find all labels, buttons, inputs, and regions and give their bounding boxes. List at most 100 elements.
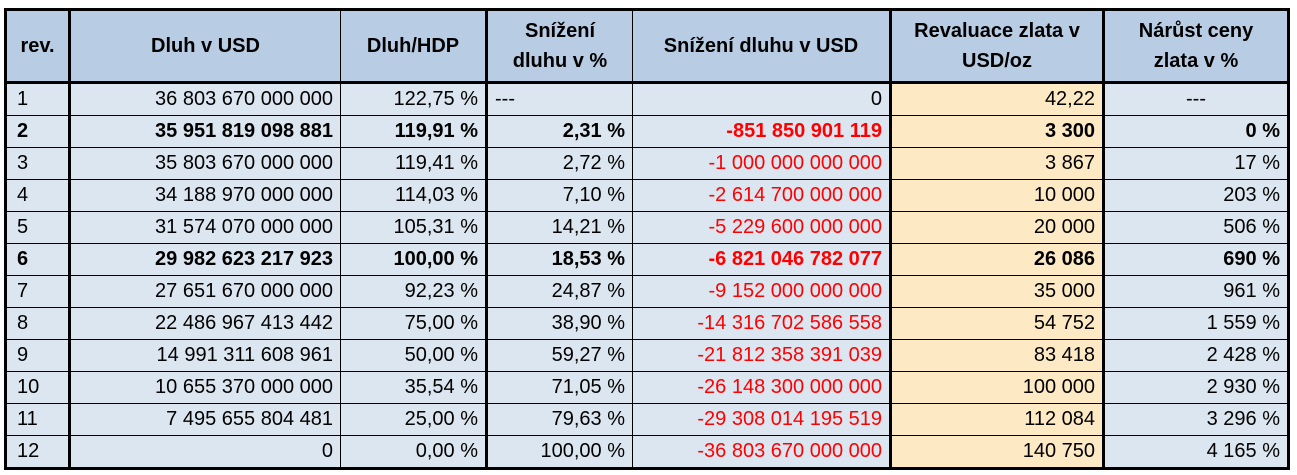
- cell-reduction-pct: 2,72 %: [486, 147, 633, 180]
- cell-debt: 22 486 967 413 442: [69, 307, 341, 340]
- cell-gold-growth: 961 %: [1103, 275, 1289, 308]
- cell-gold-reval: 112 084: [890, 403, 1105, 436]
- cell-ratio: 92,23 %: [340, 275, 488, 308]
- header-gold-reval: Revaluace zlata v USD/oz: [890, 9, 1105, 84]
- cell-rev: 3: [5, 147, 71, 180]
- header-row: rev. Dluh v USD Dluh/HDP Snížení dluhu v…: [5, 9, 1289, 84]
- cell-rev: 11: [5, 403, 71, 436]
- cell-debt: 29 982 623 217 923: [69, 243, 341, 276]
- cell-rev: 8: [5, 307, 71, 340]
- cell-reduction-pct: 2,31 %: [486, 115, 633, 148]
- cell-ratio: 25,00 %: [340, 403, 488, 436]
- table-row: 5 31 574 070 000 000 105,31 % 14,21 % -5 229…: [5, 211, 1289, 244]
- cell-gold-growth: 0 %: [1103, 115, 1289, 148]
- header-reduction-pct: Snížení dluhu v %: [486, 9, 633, 84]
- cell-ratio: 0,00 %: [340, 435, 488, 469]
- cell-gold-growth: 690 %: [1103, 243, 1289, 276]
- table-row: 2 35 951 819 098 881 119,91 % 2,31 % -851 85…: [5, 115, 1289, 148]
- cell-gold-reval: 3 300: [890, 115, 1105, 148]
- cell-reduction-usd: -1 000 000 000 000: [632, 147, 892, 180]
- cell-reduction-pct: 100,00 %: [486, 435, 633, 469]
- cell-gold-growth: 3 296 %: [1103, 403, 1289, 436]
- cell-gold-growth: 1 559 %: [1103, 307, 1289, 340]
- header-ratio: Dluh/HDP: [340, 9, 488, 84]
- cell-reduction-pct: 59,27 %: [486, 339, 633, 372]
- cell-reduction-pct: 79,63 %: [486, 403, 633, 436]
- cell-reduction-usd: -5 229 600 000 000: [632, 211, 892, 244]
- cell-rev: 5: [5, 211, 71, 244]
- cell-reduction-usd: -9 152 000 000 000: [632, 275, 892, 308]
- table-row: 3 35 803 670 000 000 119,41 % 2,72 % -1 000 …: [5, 147, 1289, 180]
- cell-rev: 4: [5, 179, 71, 212]
- cell-debt: 35 803 670 000 000: [69, 147, 341, 180]
- table-row: 1 36 803 670 000 000 122,75 % --- 0 42,22 ---: [5, 82, 1289, 116]
- cell-reduction-pct: 24,87 %: [486, 275, 633, 308]
- cell-rev: 1: [5, 82, 71, 116]
- cell-gold-growth: 2 428 %: [1103, 339, 1289, 372]
- cell-rev: 10: [5, 371, 71, 404]
- cell-gold-growth: ---: [1103, 82, 1289, 116]
- cell-rev: 2: [5, 115, 71, 148]
- cell-gold-reval: 20 000: [890, 211, 1105, 244]
- cell-debt: 36 803 670 000 000: [69, 82, 341, 116]
- cell-debt: 31 574 070 000 000: [69, 211, 341, 244]
- cell-rev: 12: [5, 435, 71, 469]
- cell-reduction-pct: 71,05 %: [486, 371, 633, 404]
- debt-reduction-table: rev. Dluh v USD Dluh/HDP Snížení dluhu v…: [4, 8, 1290, 470]
- cell-reduction-usd: -21 812 358 391 039: [632, 339, 892, 372]
- table-row: 12 0 0,00 % 100,00 % -36 803 670 000 000 140 …: [5, 435, 1289, 469]
- cell-reduction-usd: -6 821 046 782 077: [632, 243, 892, 276]
- table-row: 7 27 651 670 000 000 92,23 % 24,87 % -9 152 …: [5, 275, 1289, 308]
- cell-reduction-pct: 38,90 %: [486, 307, 633, 340]
- cell-gold-growth: 203 %: [1103, 179, 1289, 212]
- cell-debt: 7 495 655 804 481: [69, 403, 341, 436]
- cell-gold-reval: 83 418: [890, 339, 1105, 372]
- cell-reduction-usd: -29 308 014 195 519: [632, 403, 892, 436]
- header-gold-growth: Nárůst ceny zlata v %: [1103, 9, 1289, 84]
- cell-ratio: 50,00 %: [340, 339, 488, 372]
- table-row: 8 22 486 967 413 442 75,00 % 38,90 % -14 316…: [5, 307, 1289, 340]
- cell-debt: 14 991 311 608 961: [69, 339, 341, 372]
- cell-gold-reval: 35 000: [890, 275, 1105, 308]
- header-reduction-usd: Snížení dluhu v USD: [632, 9, 892, 84]
- table-row: 6 29 982 623 217 923 100,00 % 18,53 % -6 821…: [5, 243, 1289, 276]
- cell-gold-growth: 2 930 %: [1103, 371, 1289, 404]
- cell-gold-reval: 10 000: [890, 179, 1105, 212]
- cell-gold-growth: 506 %: [1103, 211, 1289, 244]
- cell-gold-reval: 54 752: [890, 307, 1105, 340]
- cell-ratio: 114,03 %: [340, 179, 488, 212]
- table-row: 11 7 495 655 804 481 25,00 % 79,63 % -29 308…: [5, 403, 1289, 436]
- cell-ratio: 119,91 %: [340, 115, 488, 148]
- cell-reduction-pct: 14,21 %: [486, 211, 633, 244]
- header-debt: Dluh v USD: [69, 9, 341, 84]
- cell-gold-reval: 100 000: [890, 371, 1105, 404]
- cell-rev: 6: [5, 243, 71, 276]
- cell-reduction-usd: 0: [632, 82, 892, 116]
- cell-rev: 9: [5, 339, 71, 372]
- cell-gold-reval: 26 086: [890, 243, 1105, 276]
- table-row: 4 34 188 970 000 000 114,03 % 7,10 % -2 614 …: [5, 179, 1289, 212]
- cell-ratio: 100,00 %: [340, 243, 488, 276]
- cell-gold-reval: 140 750: [890, 435, 1105, 469]
- cell-reduction-usd: -36 803 670 000 000: [632, 435, 892, 469]
- table-row: 10 10 655 370 000 000 35,54 % 71,05 % -26 14…: [5, 371, 1289, 404]
- cell-ratio: 105,31 %: [340, 211, 488, 244]
- cell-debt: 0: [69, 435, 341, 469]
- table-row: 9 14 991 311 608 961 50,00 % 59,27 % -21 812…: [5, 339, 1289, 372]
- cell-rev: 7: [5, 275, 71, 308]
- cell-ratio: 75,00 %: [340, 307, 488, 340]
- cell-gold-reval: 42,22: [890, 82, 1105, 116]
- cell-reduction-usd: -26 148 300 000 000: [632, 371, 892, 404]
- cell-ratio: 35,54 %: [340, 371, 488, 404]
- cell-debt: 10 655 370 000 000: [69, 371, 341, 404]
- cell-ratio: 122,75 %: [340, 82, 488, 116]
- cell-reduction-usd: -14 316 702 586 558: [632, 307, 892, 340]
- cell-ratio: 119,41 %: [340, 147, 488, 180]
- header-rev: rev.: [5, 9, 71, 84]
- table-body: 1 36 803 670 000 000 122,75 % --- 0 42,22 --- 2…: [5, 82, 1289, 469]
- cell-reduction-pct: 7,10 %: [486, 179, 633, 212]
- cell-reduction-pct: ---: [486, 82, 633, 116]
- cell-debt: 35 951 819 098 881: [69, 115, 341, 148]
- cell-reduction-usd: -851 850 901 119: [632, 115, 892, 148]
- cell-reduction-pct: 18,53 %: [486, 243, 633, 276]
